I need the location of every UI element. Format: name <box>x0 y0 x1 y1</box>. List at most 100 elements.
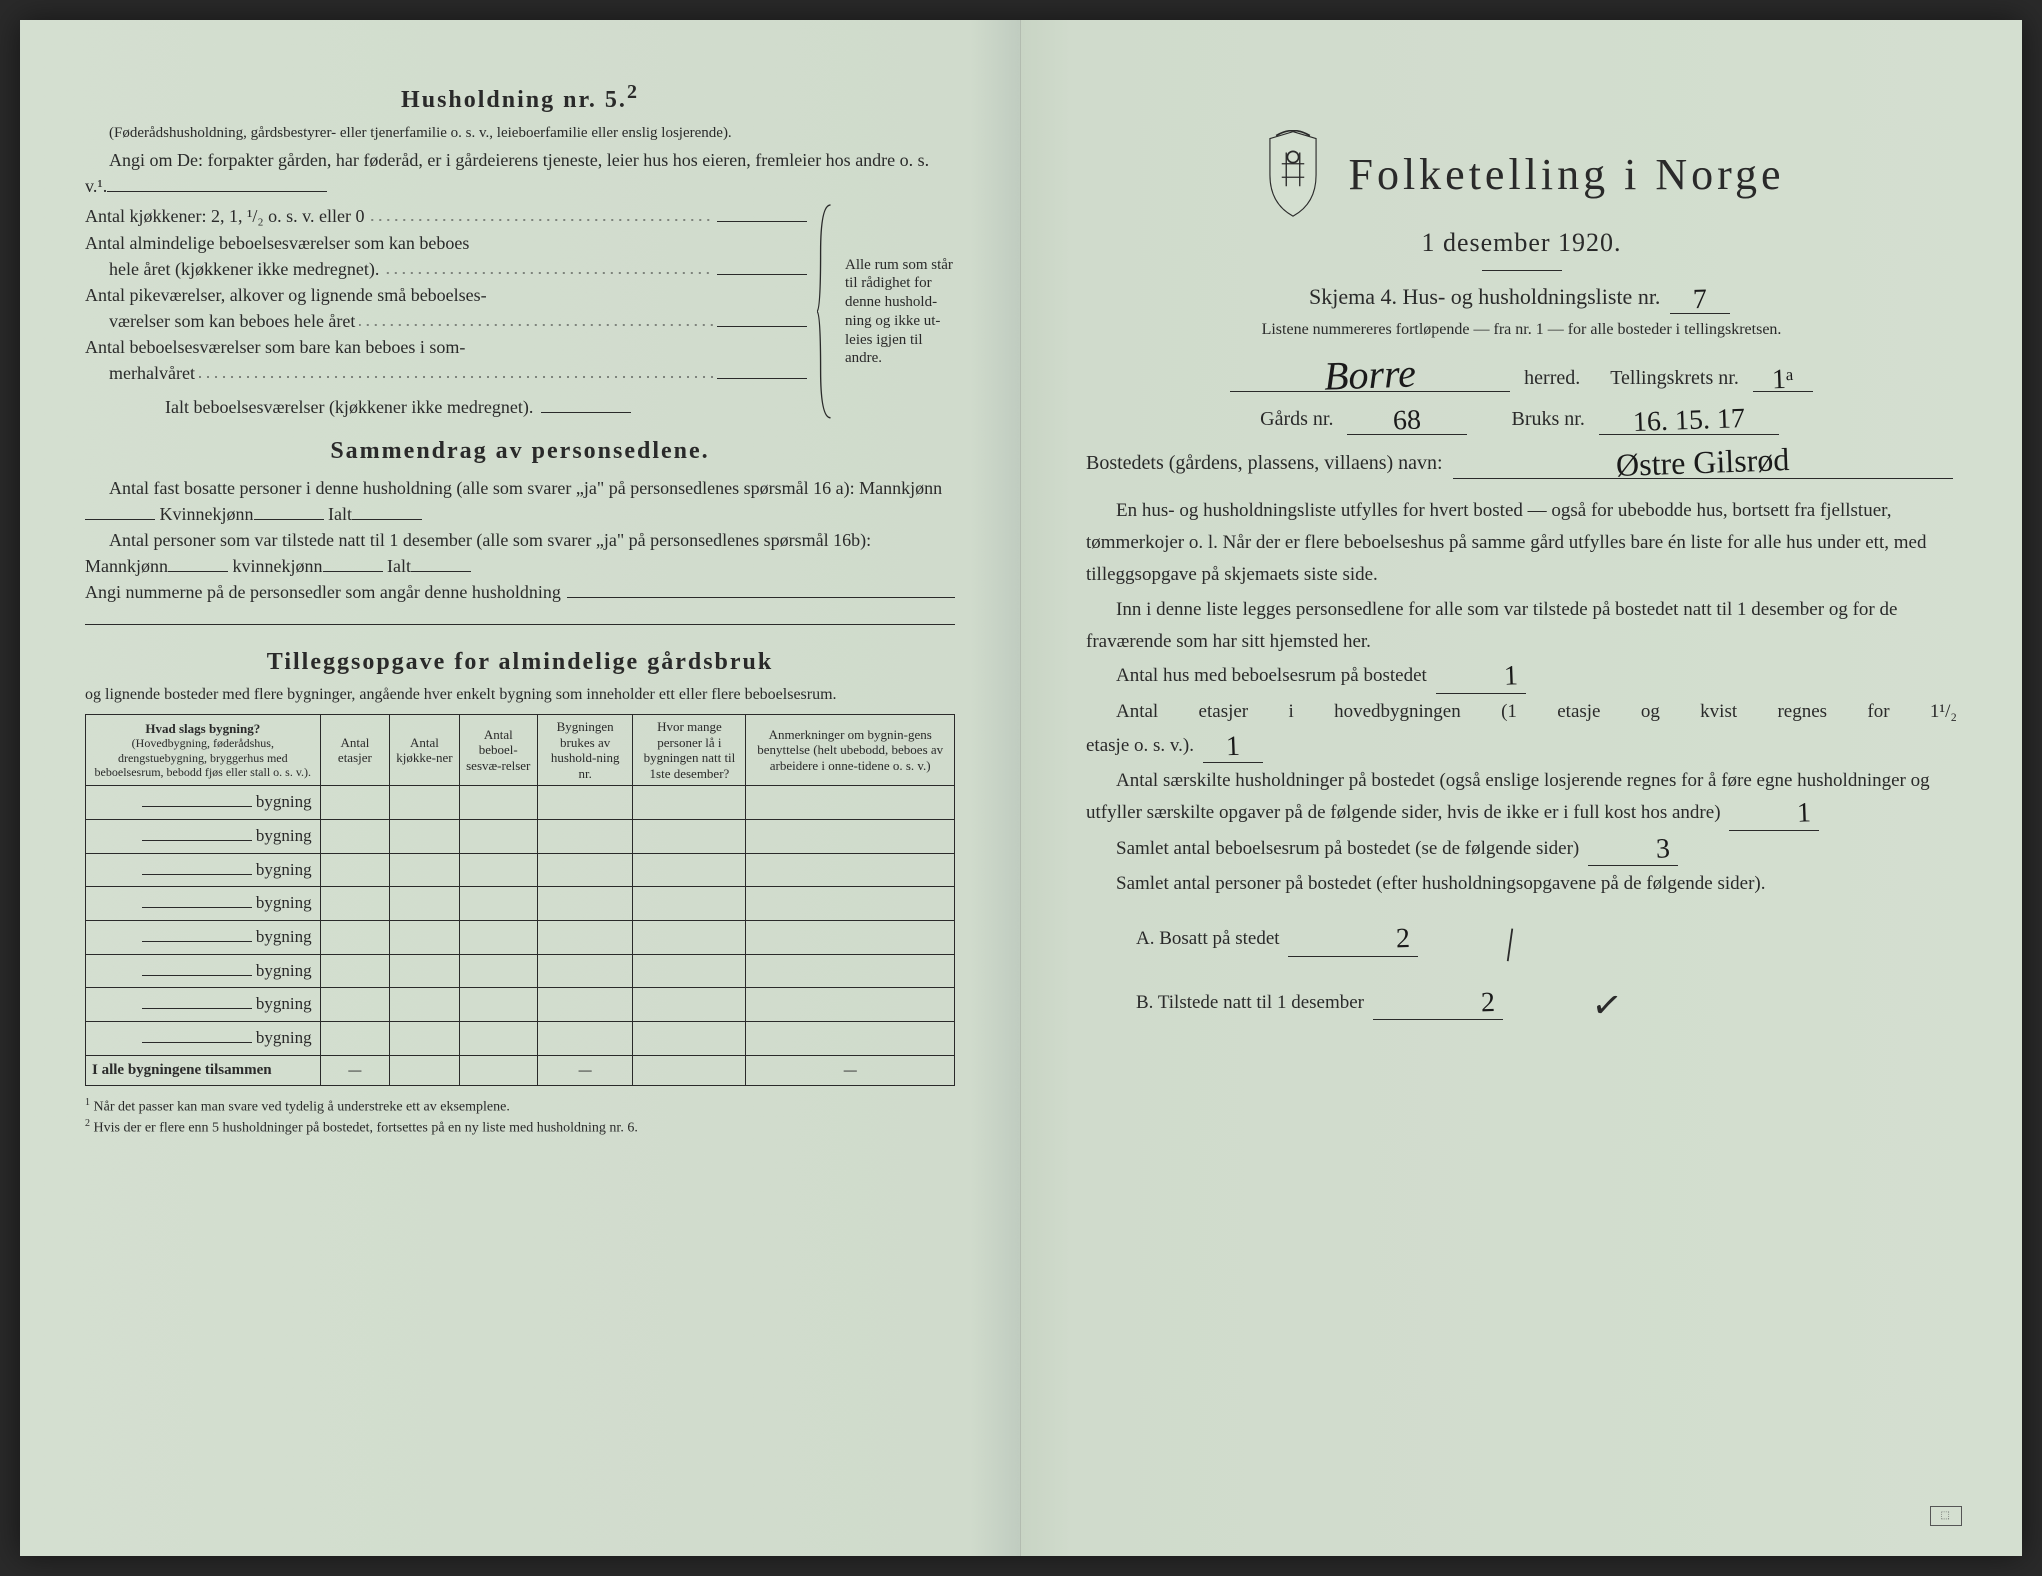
cell <box>633 1055 746 1086</box>
cell <box>746 786 955 820</box>
tilleggs-thead: Hvad slags bygning? (Hovedbygning, føder… <box>86 715 955 786</box>
bygning-label: bygning <box>256 860 312 879</box>
cell <box>746 954 955 988</box>
room-3b-label: værelser som kan beboes hele året <box>109 308 355 334</box>
bygning-label: bygning <box>256 1028 312 1047</box>
room-line-4a: Antal beboelsesværelser som bare kan beb… <box>85 334 807 360</box>
footnote-2-text: Hvis der er flere enn 5 husholdninger på… <box>94 1121 638 1136</box>
room-3a-label: Antal pikeværelser, alkover og lignende … <box>85 282 487 308</box>
gards-label: Gårds nr. <box>1260 405 1333 434</box>
cell <box>633 786 746 820</box>
census-date: 1 desember 1920. <box>1086 224 1957 262</box>
table-row: bygning <box>86 954 955 988</box>
cell <box>459 1021 537 1055</box>
th-4: Antal beboel-sesvæ-relser <box>459 715 537 786</box>
th-6: Hvor mange personer lå i bygningen natt … <box>633 715 746 786</box>
cell <box>320 954 390 988</box>
coat-of-arms-icon <box>1258 130 1328 220</box>
cell <box>633 954 746 988</box>
cell <box>320 820 390 854</box>
bruks-label: Bruks nr. <box>1511 405 1584 434</box>
qA-value-slot: 2 <box>1288 923 1418 956</box>
cell <box>633 887 746 921</box>
tellingskrets-value: 1ᵃ <box>1772 371 1794 389</box>
bosted-line: Bostedets (gårdens, plassens, villaens) … <box>1086 449 1957 479</box>
table-row: bygning <box>86 988 955 1022</box>
cell <box>390 887 460 921</box>
right-body: En hus- og husholdningsliste utfylles fo… <box>1086 495 1957 1027</box>
cell <box>537 887 633 921</box>
q2-value: 1 <box>1225 739 1240 756</box>
tellingskrets-label: Tellingskrets nr. <box>1610 364 1739 393</box>
dots <box>199 361 713 379</box>
divider <box>1482 270 1562 271</box>
cell <box>633 1021 746 1055</box>
q3-value-slot: 1 <box>1729 797 1819 830</box>
q4-value: 3 <box>1626 841 1671 859</box>
main-title: Folketelling i Norge <box>1348 143 1784 207</box>
sammendrag-l3: Angi nummerne på de personsedler som ang… <box>85 579 955 605</box>
herred-line: Borre herred. Tellingskrets nr. 1ᵃ <box>1086 359 1957 393</box>
bygning-label: bygning <box>256 927 312 946</box>
cell <box>459 1055 537 1086</box>
bosted-label: Bostedets (gårdens, plassens, villaens) … <box>1086 449 1443 478</box>
cell <box>746 921 955 955</box>
sammendrag-l2: Antal personer som var tilstede natt til… <box>85 527 955 579</box>
qA-value: 2 <box>1346 931 1411 950</box>
cell <box>459 820 537 854</box>
room-2a-label: Antal almindelige beboelsesværelser som … <box>85 230 469 256</box>
sammendrag-title: Sammendrag av personsedlene. <box>85 434 955 469</box>
table-row: bygning <box>86 887 955 921</box>
q1-label: Antal hus med beboelsesrum på bostedet <box>1116 665 1427 686</box>
cell <box>390 1055 460 1086</box>
tilleggs-title: Tilleggsopgave for almindelige gårdsbruk <box>85 645 955 680</box>
sammendrag-l3-text: Angi nummerne på de personsedler som ang… <box>85 579 561 605</box>
sammendrag-kv: Kvinnekjønn <box>160 504 254 524</box>
angi-text-content: Angi om De: forpakter gården, har føderå… <box>85 150 929 196</box>
th-7: Anmerkninger om bygnin-gens benyttelse (… <box>746 715 955 786</box>
cell <box>746 853 955 887</box>
table-row: bygning <box>86 786 955 820</box>
blank <box>352 519 422 520</box>
q2b-label: etasje o. s. v.). <box>1086 735 1194 756</box>
bosted-value-slot: Østre Gilsrød <box>1453 449 1953 479</box>
cell <box>390 786 460 820</box>
blank <box>142 874 252 875</box>
cell <box>537 954 633 988</box>
cell <box>390 853 460 887</box>
table-row: bygning <box>86 1021 955 1055</box>
cell <box>320 921 390 955</box>
blank <box>142 1042 252 1043</box>
tilleggs-table: Hvad slags bygning? (Hovedbygning, føder… <box>85 714 955 1086</box>
herred-value: Borre <box>1324 361 1417 388</box>
table-row: bygning <box>86 820 955 854</box>
blank <box>411 571 471 572</box>
skjema-nr-value: 7 <box>1670 281 1730 314</box>
cell <box>320 988 390 1022</box>
dots <box>383 257 713 275</box>
gards-value-slot: 68 <box>1347 405 1467 435</box>
q3: Antal særskilte husholdninger på bostede… <box>1086 765 1957 831</box>
cell <box>746 820 955 854</box>
cell <box>746 887 955 921</box>
table-row: bygning <box>86 921 955 955</box>
bygning-cell: bygning <box>86 954 321 988</box>
room-line-4b: merhalvåret <box>85 360 807 386</box>
blank <box>168 571 228 572</box>
th-3: Antal kjøkke-ner <box>390 715 460 786</box>
cell <box>459 853 537 887</box>
room-3-blank <box>717 326 807 327</box>
p1: En hus- og husholdningsliste utfylles fo… <box>1086 495 1957 592</box>
husholdning-note: (Føderådshusholdning, gårdsbestyrer- ell… <box>85 124 955 144</box>
blank <box>323 571 383 572</box>
room-4a-label: Antal beboelsesværelser som bare kan beb… <box>85 334 465 360</box>
cell <box>459 921 537 955</box>
cell <box>537 786 633 820</box>
cell <box>390 1021 460 1055</box>
q2a: Antal etasjer i hovedbygningen (1 etasje… <box>1086 696 1957 728</box>
blank <box>142 907 252 908</box>
bygning-label: bygning <box>256 893 312 912</box>
blank-line-full <box>85 624 955 625</box>
room-1-blank <box>717 221 807 222</box>
room-4b-label: merhalvåret <box>109 360 195 386</box>
